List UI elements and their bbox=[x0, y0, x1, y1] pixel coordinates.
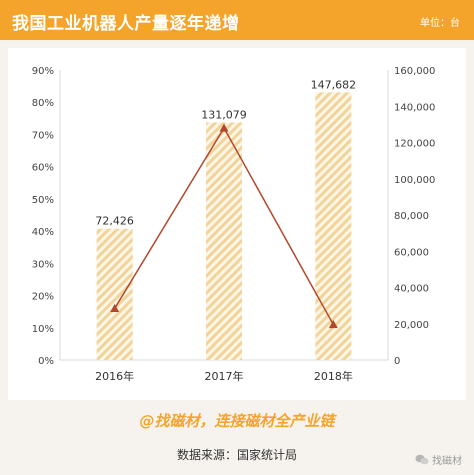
bar bbox=[206, 122, 242, 360]
bar-value-label: 131,079 bbox=[201, 108, 247, 121]
chart-panel: 0% 10% 20% 30% 40% 50% 60% 70% 80% 90% 0 20,000 40,… bbox=[8, 48, 466, 400]
right-tick-label: 160,000 bbox=[394, 66, 435, 77]
right-tick-label: 80,000 bbox=[394, 211, 429, 222]
wechat-watermark: 找磁材 bbox=[415, 452, 462, 467]
left-tick-label: 20% bbox=[32, 292, 54, 303]
right-tick-label: 100,000 bbox=[394, 175, 435, 186]
left-tick-label: 60% bbox=[32, 163, 54, 174]
wechat-account-name: 找磁材 bbox=[432, 456, 462, 467]
data-source-text: 数据来源：国家统计局 bbox=[176, 448, 297, 462]
chart-title: 我国工业机器人产量逐年递增 bbox=[12, 14, 240, 34]
unit-label: 单位：台 bbox=[420, 18, 460, 29]
left-tick-label: 40% bbox=[32, 227, 54, 238]
right-tick-label: 20,000 bbox=[394, 320, 429, 331]
right-tick-label: 0 bbox=[394, 356, 400, 367]
x-tick-label: 2018年 bbox=[314, 369, 353, 383]
left-tick-label: 0% bbox=[38, 356, 54, 367]
right-tick-label: 120,000 bbox=[394, 139, 435, 150]
left-tick-label: 70% bbox=[32, 130, 54, 141]
left-tick-label: 30% bbox=[32, 259, 54, 270]
right-tick-label: 140,000 bbox=[394, 102, 435, 113]
line-point bbox=[110, 303, 120, 313]
left-tick-label: 90% bbox=[32, 66, 54, 77]
wechat-icon bbox=[415, 454, 429, 465]
left-tick-label: 10% bbox=[32, 324, 54, 335]
bar bbox=[96, 228, 133, 360]
left-tick-label: 80% bbox=[32, 98, 54, 109]
bar-value-label: 147,682 bbox=[311, 78, 357, 91]
x-tick-label: 2016年 bbox=[95, 369, 134, 383]
bar-value-label: 72,426 bbox=[95, 215, 134, 228]
chart-header: 我国工业机器人产量逐年递增 单位：台 bbox=[0, 0, 474, 40]
slogan-text: @找磁材，连接磁材全产业链 bbox=[139, 412, 335, 430]
right-tick-label: 40,000 bbox=[394, 284, 429, 295]
left-tick-label: 50% bbox=[32, 195, 54, 206]
combo-chart: 0% 10% 20% 30% 40% 50% 60% 70% 80% 90% 0 20,000 40,… bbox=[32, 66, 436, 383]
bar bbox=[315, 92, 352, 361]
line-point bbox=[219, 123, 229, 132]
right-tick-label: 60,000 bbox=[394, 247, 429, 258]
x-tick-label: 2017年 bbox=[205, 369, 244, 383]
line-point bbox=[328, 320, 338, 329]
